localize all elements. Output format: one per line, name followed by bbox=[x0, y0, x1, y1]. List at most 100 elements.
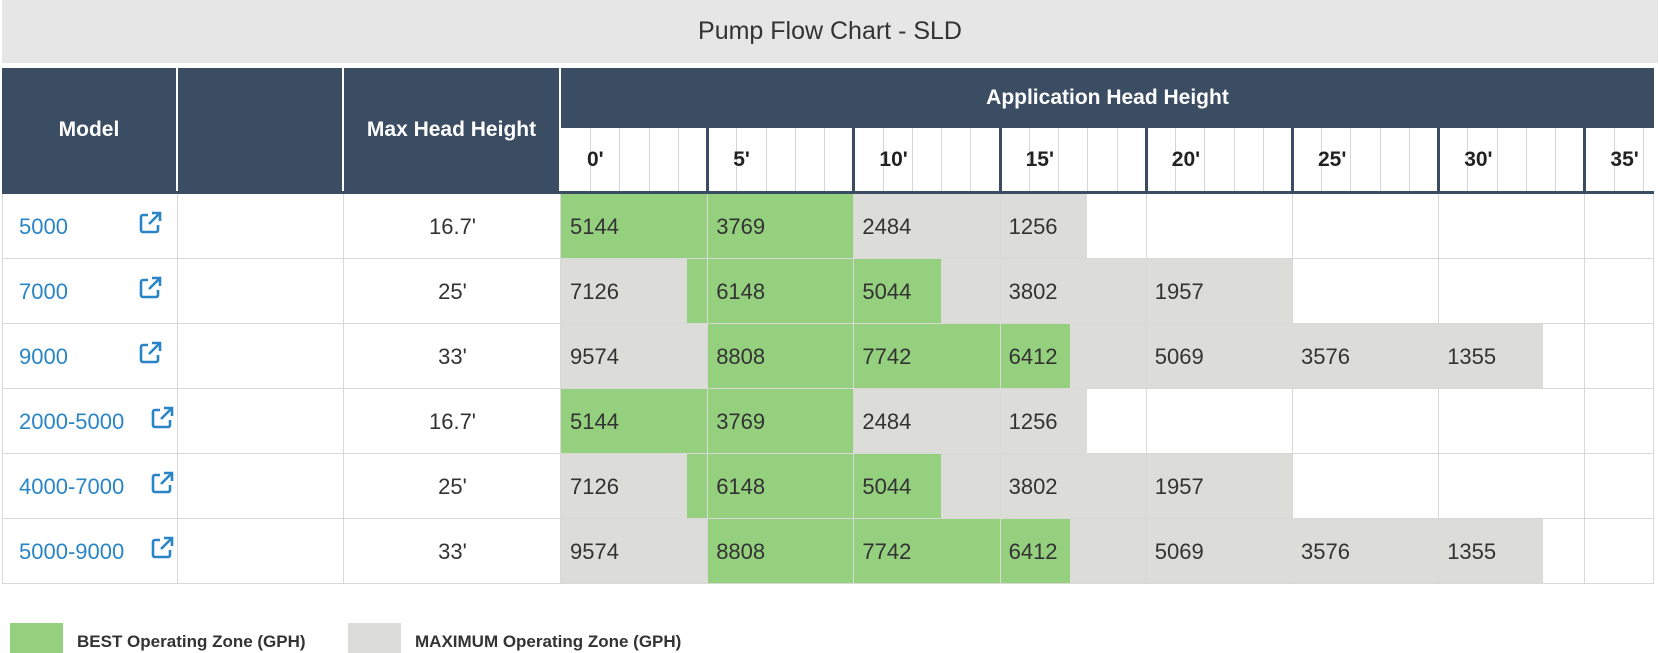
head-label: 10' bbox=[879, 148, 908, 171]
model-link[interactable]: 5000 bbox=[19, 214, 68, 239]
flow-value: 3769 bbox=[716, 214, 766, 239]
flow-value: 6412 bbox=[1008, 344, 1058, 369]
column-divider bbox=[343, 194, 344, 584]
external-link-icon[interactable] bbox=[150, 536, 174, 560]
minor-tick bbox=[970, 128, 972, 192]
column-divider bbox=[1292, 194, 1293, 584]
flow-value: 2484 bbox=[862, 409, 912, 434]
minor-tick bbox=[1496, 128, 1498, 192]
head-label: 0' bbox=[587, 148, 604, 171]
external-link-icon[interactable] bbox=[138, 211, 162, 235]
flow-value: 8808 bbox=[716, 344, 766, 369]
head-label: 15' bbox=[1025, 148, 1054, 171]
flow-value: 1256 bbox=[1008, 409, 1058, 434]
best-zone-band bbox=[686, 454, 942, 519]
column-divider bbox=[999, 194, 1001, 584]
column-divider bbox=[1653, 194, 1654, 584]
minor-tick bbox=[590, 128, 592, 192]
external-link-icon[interactable] bbox=[150, 471, 174, 495]
minor-tick bbox=[765, 128, 767, 192]
column-divider bbox=[560, 194, 561, 584]
minor-tick bbox=[1058, 128, 1060, 192]
model-link[interactable]: 2000-5000 bbox=[19, 409, 125, 434]
head-label: 25' bbox=[1318, 148, 1347, 171]
chart-title: Pump Flow Chart - SLD bbox=[2, 0, 1658, 63]
minor-tick bbox=[1467, 128, 1469, 192]
minor-tick bbox=[1116, 128, 1118, 192]
minor-tick bbox=[1028, 128, 1030, 192]
flow-value: 3802 bbox=[1008, 279, 1058, 304]
flow-value: 8808 bbox=[716, 539, 766, 564]
best-zone-band bbox=[707, 324, 1070, 389]
flow-value: 7126 bbox=[570, 279, 619, 304]
model-link[interactable]: 7000 bbox=[19, 279, 68, 304]
model-header: Model bbox=[2, 68, 176, 192]
best-zone-band bbox=[686, 259, 942, 324]
max-head-header-label: Max Head Height bbox=[366, 118, 537, 141]
flow-value: 1355 bbox=[1447, 539, 1497, 564]
major-tick bbox=[1437, 128, 1441, 192]
flow-value: 5144 bbox=[570, 409, 619, 434]
flow-value: 1355 bbox=[1447, 344, 1497, 369]
max-zone-swatch bbox=[348, 623, 401, 653]
flow-value: 6412 bbox=[1008, 539, 1058, 564]
header-divider bbox=[2, 191, 1654, 194]
flow-value: 3576 bbox=[1301, 344, 1350, 369]
external-link-icon[interactable] bbox=[138, 341, 162, 365]
max-head-value: 16.7' bbox=[428, 409, 477, 434]
flow-value: 3802 bbox=[1008, 474, 1058, 499]
minor-tick bbox=[1525, 128, 1527, 192]
flow-value: 5144 bbox=[570, 214, 619, 239]
head-label: 5' bbox=[733, 148, 750, 171]
major-tick bbox=[998, 128, 1002, 192]
minor-tick bbox=[1408, 128, 1410, 192]
head-label: 20' bbox=[1171, 148, 1201, 171]
flow-value: 7742 bbox=[862, 539, 912, 564]
application-head-header: Application Head Height bbox=[561, 68, 1654, 128]
flow-value: 1256 bbox=[1008, 214, 1058, 239]
max-head-value: 33' bbox=[438, 344, 467, 369]
external-link-icon[interactable] bbox=[138, 276, 162, 300]
max-head-header: Max Head Height bbox=[344, 68, 559, 192]
minor-tick bbox=[1087, 128, 1089, 192]
model-link[interactable]: 9000 bbox=[19, 344, 68, 369]
minor-tick bbox=[1204, 128, 1206, 192]
row-divider bbox=[2, 388, 1654, 389]
column-divider bbox=[1438, 194, 1440, 584]
max-zone-label: MAXIMUM Operating Zone (GPH) bbox=[415, 632, 682, 651]
column-divider bbox=[1145, 194, 1147, 584]
minor-tick bbox=[619, 128, 621, 192]
max-head-value: 16.7' bbox=[428, 214, 477, 239]
max-head-value: 33' bbox=[438, 539, 467, 564]
minor-tick bbox=[1175, 128, 1177, 192]
major-tick bbox=[1583, 128, 1587, 192]
flow-value: 2484 bbox=[862, 214, 912, 239]
minor-tick bbox=[1613, 128, 1615, 192]
column-divider bbox=[2, 194, 3, 584]
minor-tick bbox=[736, 128, 738, 192]
flow-value: 6148 bbox=[716, 279, 766, 304]
flow-value: 5044 bbox=[862, 474, 912, 499]
row-divider bbox=[2, 323, 1654, 324]
best-zone-band bbox=[707, 519, 1070, 584]
column-divider bbox=[707, 194, 709, 584]
model-link[interactable]: 4000-7000 bbox=[19, 474, 125, 499]
flow-value: 1957 bbox=[1154, 474, 1204, 499]
head-label: 35' bbox=[1610, 148, 1639, 171]
max-head-value: 25' bbox=[438, 474, 467, 499]
minor-tick bbox=[1642, 128, 1644, 192]
row-divider bbox=[2, 258, 1654, 259]
minor-tick bbox=[1321, 128, 1323, 192]
minor-tick bbox=[882, 128, 884, 192]
flow-value: 9574 bbox=[570, 344, 619, 369]
column-divider bbox=[177, 194, 178, 584]
minor-tick bbox=[941, 128, 943, 192]
external-link-icon[interactable] bbox=[150, 406, 174, 430]
best-zone-swatch bbox=[10, 623, 63, 653]
minor-tick bbox=[1379, 128, 1381, 192]
flow-value: 3769 bbox=[716, 409, 766, 434]
model-link[interactable]: 5000-9000 bbox=[19, 539, 125, 564]
max-head-value: 25' bbox=[438, 279, 467, 304]
row-divider bbox=[2, 583, 1654, 584]
application-head-label: Application Head Height bbox=[986, 86, 1229, 109]
